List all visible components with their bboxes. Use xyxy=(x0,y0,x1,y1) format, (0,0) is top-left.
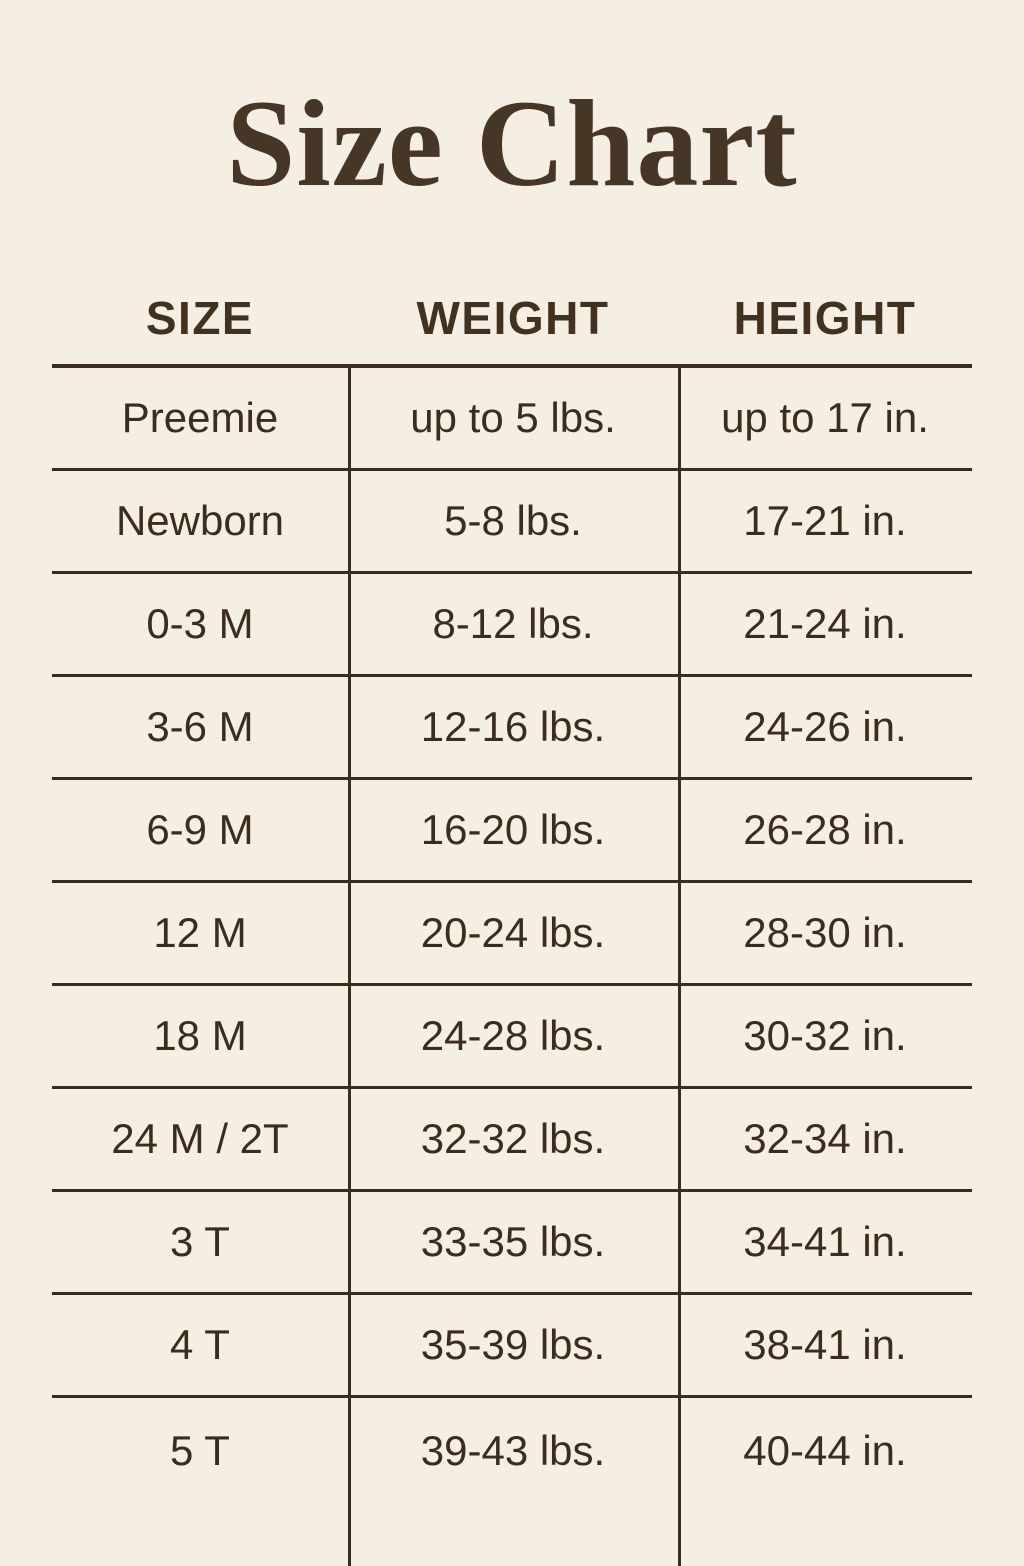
column-divider-2 xyxy=(678,368,681,1566)
cell-height: 26-28 in. xyxy=(743,806,907,853)
cell-size: 4 T xyxy=(170,1321,230,1368)
cell-height: 24-26 in. xyxy=(743,703,907,750)
cell-weight: 5-8 lbs. xyxy=(444,497,582,544)
table-row: 12 M 20-24 lbs. 28-30 in. xyxy=(52,883,972,986)
table-row: 0-3 M 8-12 lbs. 21-24 in. xyxy=(52,574,972,677)
cell-height: 34-41 in. xyxy=(743,1218,907,1265)
cell-size: 18 M xyxy=(153,1012,247,1059)
cell-weight: 16-20 lbs. xyxy=(420,806,606,853)
table-row: 6-9 M 16-20 lbs. 26-28 in. xyxy=(52,780,972,883)
cell-height: 32-34 in. xyxy=(743,1115,907,1162)
cell-height: up to 17 in. xyxy=(721,394,929,441)
cell-weight: up to 5 lbs. xyxy=(410,394,616,441)
table-header-row: SIZE WEIGHT HEIGHT xyxy=(52,272,972,364)
cell-height: 17-21 in. xyxy=(743,497,907,544)
cell-size: 6-9 M xyxy=(146,806,254,853)
table-row: 3-6 M 12-16 lbs. 24-26 in. xyxy=(52,677,972,780)
cell-weight: 32-32 lbs. xyxy=(420,1115,606,1162)
size-chart-table: SIZE WEIGHT HEIGHT Preemie up to 5 lbs. … xyxy=(52,272,972,1566)
page-title: Size Chart xyxy=(226,75,798,212)
cell-height: 28-30 in. xyxy=(743,909,907,956)
table-body: Preemie up to 5 lbs. up to 17 in. Newbor… xyxy=(52,364,972,1566)
table-row: 5 T 39-43 lbs. 40-44 in. xyxy=(52,1398,972,1504)
cell-weight: 35-39 lbs. xyxy=(420,1321,606,1368)
cell-weight: 20-24 lbs. xyxy=(420,909,606,956)
cell-size: 3 T xyxy=(170,1218,230,1265)
cell-height: 21-24 in. xyxy=(743,600,907,647)
cell-size: 0-3 M xyxy=(146,600,254,647)
column-header-height: HEIGHT xyxy=(733,292,917,344)
cell-size: 5 T xyxy=(170,1427,230,1474)
cell-weight: 39-43 lbs. xyxy=(420,1427,606,1474)
cell-size: 12 M xyxy=(153,909,247,956)
table-row: Newborn 5-8 lbs. 17-21 in. xyxy=(52,471,972,574)
table-row: 18 M 24-28 lbs. 30-32 in. xyxy=(52,986,972,1089)
cell-weight: 33-35 lbs. xyxy=(420,1218,606,1265)
cell-size: 24 M / 2T xyxy=(111,1115,289,1162)
cell-size: Newborn xyxy=(115,497,285,544)
cell-weight: 24-28 lbs. xyxy=(420,1012,606,1059)
table-row: 24 M / 2T 32-32 lbs. 32-34 in. xyxy=(52,1089,972,1192)
cell-height: 40-44 in. xyxy=(743,1427,907,1474)
cell-height: 30-32 in. xyxy=(743,1012,907,1059)
column-header-weight: WEIGHT xyxy=(416,292,610,344)
column-header-size: SIZE xyxy=(145,292,255,344)
cell-height: 38-41 in. xyxy=(743,1321,907,1368)
column-divider-1 xyxy=(348,368,351,1566)
table-row: Preemie up to 5 lbs. up to 17 in. xyxy=(52,368,972,471)
cell-size: 3-6 M xyxy=(146,703,254,750)
table-row: 3 T 33-35 lbs. 34-41 in. xyxy=(52,1192,972,1295)
table-row: 4 T 35-39 lbs. 38-41 in. xyxy=(52,1295,972,1398)
cell-size: Preemie xyxy=(121,394,279,441)
cell-weight: 8-12 lbs. xyxy=(432,600,594,647)
cell-weight: 12-16 lbs. xyxy=(420,703,606,750)
